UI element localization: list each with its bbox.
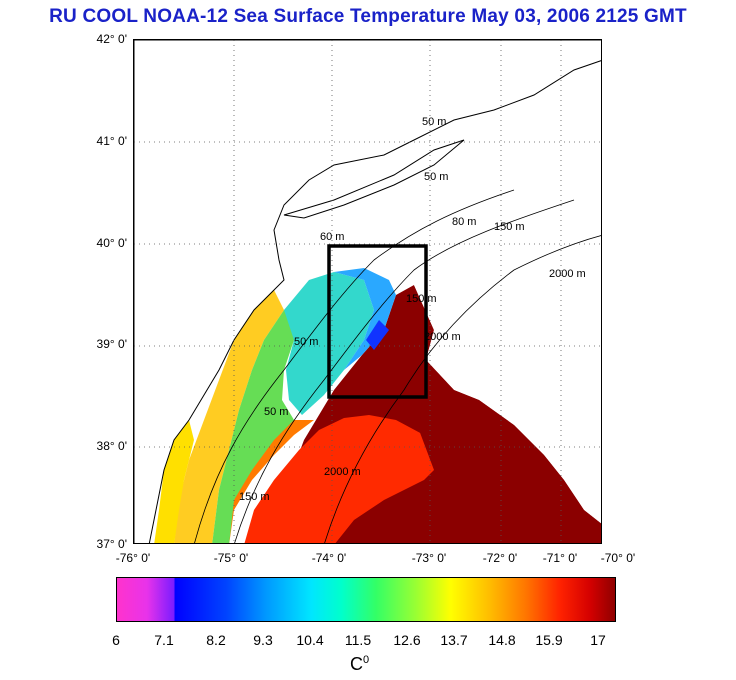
lat-label-40: 40° 0' bbox=[96, 236, 127, 250]
colorbar-unit: C0 bbox=[350, 654, 369, 675]
lon-label-71: -71° 0' bbox=[542, 551, 578, 565]
sst-offshore-hot-fill bbox=[419, 360, 601, 543]
cloud-mask bbox=[414, 240, 601, 524]
lon-label-70: -70° 0' bbox=[600, 551, 636, 565]
long-island bbox=[283, 139, 465, 219]
lon-label-76: -76° 0' bbox=[115, 551, 151, 565]
contour-label: 150 m bbox=[406, 293, 437, 305]
sst-coastal-yellow bbox=[154, 420, 194, 543]
contour-label: 50 m bbox=[264, 406, 288, 418]
sst-map[interactable]: 50 m 50 m 60 m 80 m 150 m 2000 m 2000 m … bbox=[133, 39, 602, 544]
sst-cool-water bbox=[334, 268, 396, 370]
land-coast bbox=[134, 40, 601, 543]
bathymetry-contours bbox=[194, 189, 601, 543]
colorbar-tick: 10.4 bbox=[296, 632, 324, 648]
contour-label: 2000 m bbox=[324, 466, 361, 478]
contour-label: 50 m bbox=[294, 336, 318, 348]
colorbar-tick: 6 bbox=[112, 632, 120, 648]
lon-label-72: -72° 0' bbox=[482, 551, 518, 565]
contour-label: 50 m bbox=[422, 116, 446, 128]
temperature-colorbar bbox=[116, 577, 616, 622]
study-area-box bbox=[327, 244, 428, 399]
contour-label: 2000 m bbox=[549, 268, 586, 280]
colorbar-tick: 9.3 bbox=[253, 632, 273, 648]
colorbar-tick: 13.7 bbox=[440, 632, 468, 648]
map-title: RU COOL NOAA-12 Sea Surface Temperature … bbox=[49, 6, 687, 27]
colorbar-tick: 8.2 bbox=[206, 632, 226, 648]
contour-label: 150 m bbox=[494, 221, 525, 233]
contour-label: 80 m bbox=[452, 216, 476, 228]
lat-label-37: 37° 0' bbox=[96, 537, 127, 551]
sst-map-canvas: 50 m 50 m 60 m 80 m 150 m 2000 m 2000 m … bbox=[134, 40, 601, 543]
unit-superscript: 0 bbox=[363, 654, 370, 666]
sst-midshelf-water bbox=[174, 290, 284, 543]
lat-label-39: 39° 0' bbox=[96, 337, 127, 351]
sst-green-water bbox=[212, 302, 304, 543]
colorbar-tick: 12.6 bbox=[393, 632, 421, 648]
colorbar-tick: 17 bbox=[590, 632, 606, 648]
contour-label: 2000 m bbox=[424, 331, 461, 343]
unit-symbol: C bbox=[350, 654, 363, 674]
lat-label-38: 38° 0' bbox=[96, 439, 127, 453]
lon-label-75: -75° 0' bbox=[213, 551, 249, 565]
lon-label-73: -73° 0' bbox=[411, 551, 447, 565]
lon-label-74: -74° 0' bbox=[311, 551, 347, 565]
colorbar-tick: 14.8 bbox=[488, 632, 516, 648]
contour-label: 60 m bbox=[320, 231, 344, 243]
colorbar-tick: 7.1 bbox=[154, 632, 174, 648]
lat-label-41: 41° 0' bbox=[96, 134, 127, 148]
colorbar-tick: 15.9 bbox=[535, 632, 563, 648]
colorbar-tick: 11.5 bbox=[344, 632, 372, 648]
sst-cold-water bbox=[366, 320, 389, 350]
contour-label: 50 m bbox=[424, 171, 448, 183]
lat-lon-grid bbox=[134, 40, 601, 543]
lat-label-42: 42° 0' bbox=[96, 32, 127, 46]
contour-label: 150 m bbox=[239, 491, 270, 503]
